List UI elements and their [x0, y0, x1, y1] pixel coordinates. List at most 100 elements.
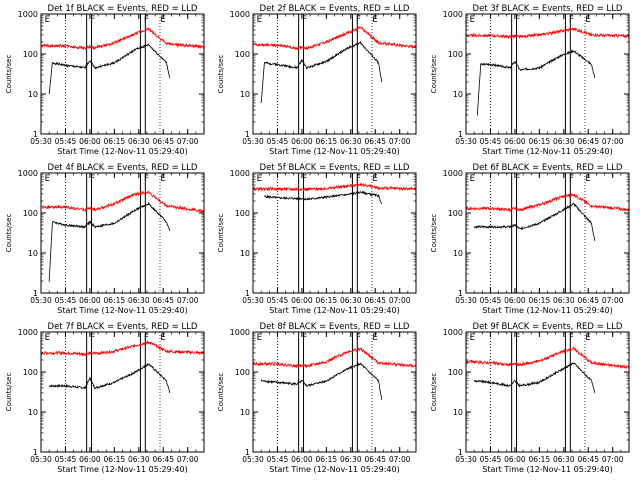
marker-label: E: [160, 174, 165, 184]
marker-label: E: [585, 333, 590, 343]
panel-title: Det 3f BLACK = Events, RED = LLD: [473, 4, 623, 14]
y-tick-label: 10: [453, 408, 463, 417]
y-tick-label: 1: [245, 289, 250, 298]
marker-label: E: [45, 174, 50, 184]
marker-label: E: [160, 333, 165, 343]
x-tick-label: 06:30: [340, 455, 362, 464]
panel-4: Det 4f BLACK = Events, RED = LLD Counts/s…: [5, 163, 205, 315]
y-tick-label: 1000: [443, 169, 463, 178]
y-tick-label: 100: [23, 209, 38, 218]
panel-5: Det 5f BLACK = Events, RED = LLD Counts/s…: [217, 163, 417, 315]
x-tick-label: 05:30: [455, 137, 477, 146]
x-tick-label: 06:30: [128, 137, 150, 146]
x-tick-label: 05:30: [242, 455, 264, 464]
y-axis-label: Counts/sec: [430, 55, 438, 94]
panel-title: Det 5f BLACK = Events, RED = LLD: [260, 163, 410, 173]
x-tick-label: 05:45: [267, 455, 289, 464]
x-tick-label: 06:45: [364, 137, 386, 146]
x-tick-label: 06:30: [553, 296, 575, 305]
y-axis-label: Counts/sec: [217, 55, 225, 94]
events-series-line: [260, 362, 383, 401]
marker-label: F: [356, 174, 361, 184]
x-tick-label: 06:45: [577, 455, 599, 464]
y-tick-label: 1000: [230, 328, 250, 337]
y-tick-label: 1000: [18, 328, 38, 337]
x-tick-label: 06:30: [553, 455, 575, 464]
x-tick-label: 06:15: [104, 137, 126, 146]
x-axis-label: Start Time (12-Nov-11 05:29:40): [269, 147, 399, 156]
x-tick-label: 06:15: [316, 455, 338, 464]
x-axis-label: Start Time (12-Nov-11 05:29:40): [269, 306, 399, 315]
panel-6: Det 6f BLACK = Events, RED = LLD Counts/s…: [430, 163, 630, 315]
x-tick-label: 05:30: [30, 137, 52, 146]
x-tick-label: 07:00: [389, 296, 411, 305]
panel-title: Det 6f BLACK = Events, RED = LLD: [473, 163, 623, 173]
y-axis-label: Counts/sec: [430, 214, 438, 253]
lld-series-line: [252, 26, 417, 51]
panel-title: Det 8f BLACK = Events, RED = LLD: [260, 322, 410, 332]
panel-title: Det 1f BLACK = Events, RED = LLD: [48, 4, 198, 14]
y-axis-label: Counts/sec: [217, 373, 225, 412]
y-tick-label: 1000: [443, 328, 463, 337]
y-tick-label: 100: [23, 368, 38, 377]
marker-label: E: [257, 174, 262, 184]
x-tick-label: 06:45: [152, 455, 174, 464]
y-tick-label: 100: [448, 368, 463, 377]
y-axis-label: Counts/sec: [5, 55, 13, 94]
y-tick-label: 10: [240, 90, 250, 99]
marker-label: F: [144, 174, 149, 184]
x-tick-label: 06:15: [529, 296, 551, 305]
marker-label: F: [515, 15, 520, 25]
x-axis-label: Start Time (12-Nov-11 05:29:40): [57, 465, 187, 474]
y-tick-label: 10: [28, 249, 38, 258]
x-tick-label: 07:00: [602, 137, 624, 146]
lld-series-line: [252, 347, 417, 369]
x-tick-label: 06:45: [364, 296, 386, 305]
x-tick-label: 05:45: [267, 296, 289, 305]
x-tick-label: 05:45: [480, 137, 502, 146]
marker-label: F: [302, 174, 307, 184]
x-tick-label: 05:45: [267, 137, 289, 146]
marker-label: E: [470, 174, 475, 184]
y-tick-label: 1: [245, 130, 250, 139]
y-tick-label: 1: [33, 130, 38, 139]
x-axis-label: Start Time (12-Nov-11 05:29:40): [482, 465, 612, 474]
y-tick-label: 100: [235, 368, 250, 377]
marker-label: F: [144, 15, 149, 25]
y-tick-label: 1: [458, 130, 463, 139]
lld-series-line: [40, 190, 205, 213]
lld-series-line: [40, 339, 205, 357]
x-tick-label: 07:00: [389, 137, 411, 146]
x-tick-label: 06:30: [128, 296, 150, 305]
x-tick-label: 07:00: [389, 455, 411, 464]
x-tick-label: 06:30: [340, 137, 362, 146]
y-tick-label: 1000: [18, 10, 38, 19]
x-tick-label: 05:45: [55, 296, 77, 305]
lld-series-line: [465, 346, 630, 370]
y-tick-label: 10: [28, 90, 38, 99]
marker-label: F: [90, 15, 95, 25]
x-tick-label: 06:15: [529, 455, 551, 464]
x-tick-label: 05:45: [55, 137, 77, 146]
y-tick-label: 100: [235, 50, 250, 59]
marker-label: E: [372, 15, 377, 25]
x-tick-label: 06:45: [152, 296, 174, 305]
panel-9: Det 9f BLACK = Events, RED = LLD Counts/s…: [430, 322, 630, 474]
x-tick-label: 06:45: [577, 296, 599, 305]
panel-8: Det 8f BLACK = Events, RED = LLD Counts/s…: [217, 322, 417, 474]
y-tick-label: 1: [458, 289, 463, 298]
events-series-line: [48, 201, 171, 282]
x-tick-label: 05:45: [480, 296, 502, 305]
y-tick-label: 10: [28, 408, 38, 417]
x-tick-label: 06:00: [504, 137, 526, 146]
marker-label: F: [356, 15, 361, 25]
panel-1: Det 1f BLACK = Events, RED = LLD Counts/s…: [5, 4, 205, 156]
marker-label: F: [302, 15, 307, 25]
marker-label: F: [144, 333, 149, 343]
lld-series-line: [252, 181, 417, 192]
marker-label: F: [356, 333, 361, 343]
x-axis-label: Start Time (12-Nov-11 05:29:40): [269, 465, 399, 474]
x-tick-label: 06:45: [364, 455, 386, 464]
events-series-line: [477, 49, 596, 116]
